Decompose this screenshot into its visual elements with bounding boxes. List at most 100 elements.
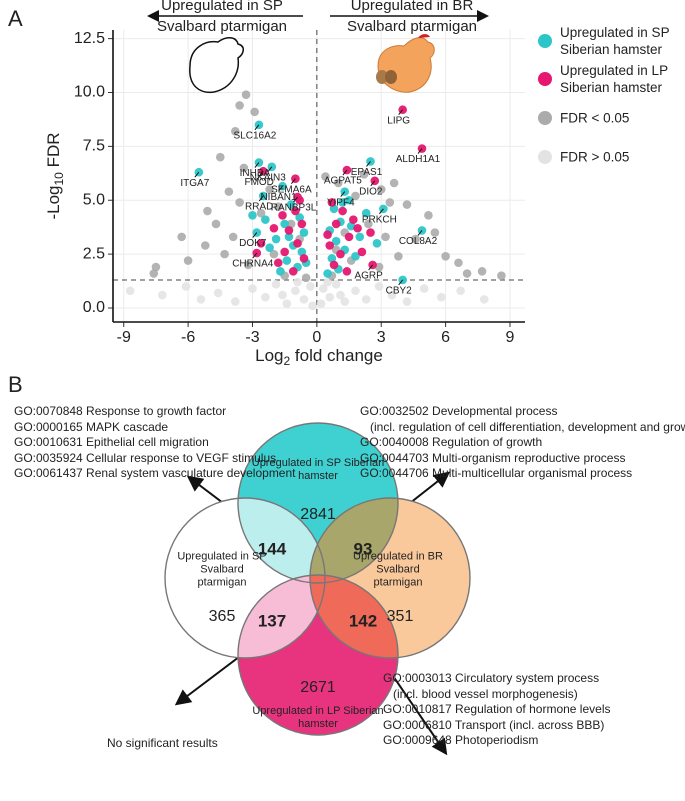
data-point [389, 178, 399, 188]
data-point [200, 241, 210, 250]
data-point [256, 239, 266, 248]
label-leader [398, 279, 404, 286]
label-leader [194, 171, 200, 178]
data-point [336, 290, 345, 300]
data-point [181, 282, 191, 291]
point-label: FMOD [244, 177, 273, 188]
data-point [231, 297, 240, 306]
data-point [361, 295, 371, 304]
header-text: Upregulated in BR [351, 0, 474, 14]
point-label: NIBAN1 [260, 192, 297, 203]
y-tick-label: 10.0 [74, 84, 105, 101]
header-text: Upregulated in SP [161, 0, 283, 14]
data-point [286, 200, 296, 209]
data-point [430, 228, 440, 237]
data-point [301, 273, 311, 283]
venn-set-label: Upregulated in BR Svalbard ptarmigan [353, 550, 443, 589]
data-point [372, 239, 382, 248]
data-point [183, 256, 193, 265]
data-point [203, 206, 212, 216]
venn-overlap-count: 137 [258, 611, 286, 630]
data-point [149, 269, 159, 278]
data-point [351, 251, 360, 261]
label-leader [254, 124, 260, 131]
point-label: DOK7 [239, 238, 267, 249]
x-tick-label: 9 [506, 329, 515, 346]
point-label: AGPAT5 [324, 176, 362, 187]
data-point [215, 152, 225, 162]
venn-outline [237, 422, 399, 584]
go-term: GO:0035924 Cellular response to VEGF sti… [14, 450, 277, 465]
venn-count: 365 [209, 608, 236, 625]
data-point [344, 232, 354, 242]
go-term: GO:0003013 Circulatory system process [383, 671, 600, 685]
data-point [441, 251, 450, 261]
data-point [359, 170, 369, 179]
y-tick-label: 7.5 [83, 138, 105, 155]
data-point [273, 258, 283, 268]
data-point [211, 219, 221, 229]
panel-label: A [8, 6, 23, 31]
data-point [282, 256, 292, 265]
data-point [402, 200, 412, 209]
x-axis-title-part: Log [255, 346, 283, 365]
data-point [456, 286, 465, 296]
data-point [342, 267, 352, 276]
data-point [454, 258, 463, 268]
go-term: GO:0009648 Photoperiodism [383, 733, 539, 747]
legend-label: Upregulated in SP Siberian hamster [560, 25, 670, 57]
legend-swatch [538, 34, 552, 48]
label-leader [258, 195, 264, 202]
y-axis-title-part: -Log [44, 186, 63, 220]
data-point [355, 232, 365, 242]
data-point [327, 198, 337, 207]
venn-overlap-count: 144 [258, 539, 287, 558]
data-point [158, 290, 167, 300]
data-point [284, 226, 294, 235]
point-label: YIPF4 [327, 197, 355, 208]
label-leader [340, 191, 346, 197]
point-label: EPAS1 [351, 167, 383, 178]
venn-set-label: Upregulated in LP Siberian hamster [252, 705, 384, 730]
data-point [336, 249, 345, 259]
label-leader [398, 109, 404, 116]
data-point [228, 232, 238, 242]
x-tick-label: 0 [312, 329, 321, 346]
data-point [323, 269, 332, 278]
x-tick-label: -6 [181, 329, 195, 346]
legend-swatch [538, 150, 552, 164]
data-point [323, 277, 332, 287]
y-tick-label: 12.5 [74, 30, 105, 47]
data-point [306, 282, 315, 291]
data-point [331, 279, 341, 289]
legend-label: FDR > 0.05 [560, 149, 630, 165]
go-term: (incl. blood vessel morphogenesis) [393, 686, 578, 701]
header-text: Svalbard ptarmigan [347, 18, 477, 35]
bird-icon [189, 37, 244, 94]
venn-overlap-count: 93 [354, 539, 373, 558]
data-point [299, 228, 309, 237]
data-point [291, 286, 300, 296]
x-axis-title: Log2 fold change [255, 346, 383, 368]
data-point [308, 301, 317, 311]
x-tick-label: 6 [441, 329, 450, 346]
x-tick-label: 3 [377, 329, 386, 346]
data-point [243, 260, 253, 270]
data-point [295, 213, 304, 222]
data-point [295, 195, 304, 205]
data-point [376, 185, 386, 194]
go-term: GO:0044706 Multi-multicellular organisma… [360, 466, 633, 480]
point-label: ALDH1A1 [396, 154, 441, 165]
data-point [477, 267, 487, 276]
data-point [256, 208, 266, 218]
data-point [325, 241, 335, 250]
data-point [261, 292, 270, 302]
go-term: No significant results [107, 736, 218, 750]
venn-count: 351 [387, 608, 414, 625]
data-point [338, 206, 347, 216]
data-point [351, 286, 360, 296]
label-leader [366, 161, 371, 167]
data-point [338, 198, 347, 207]
y-tick-label: 2.5 [83, 245, 105, 262]
